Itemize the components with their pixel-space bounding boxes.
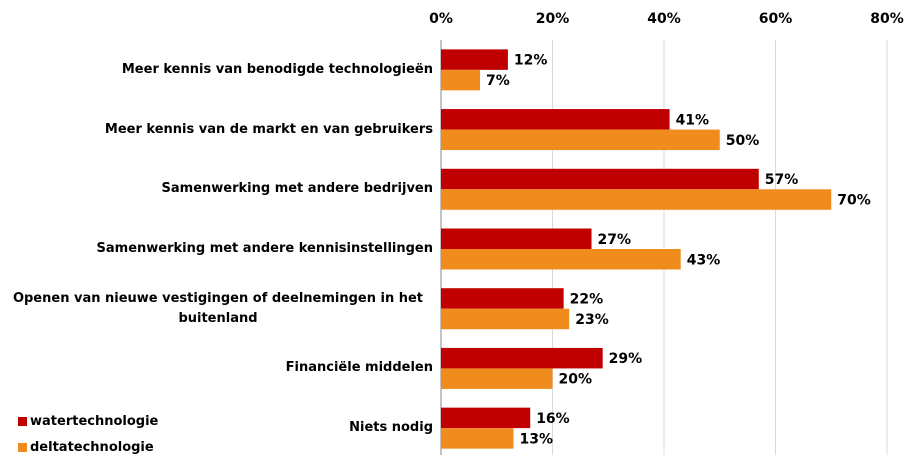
value-label: 70%: [837, 193, 871, 209]
value-label: 23%: [575, 312, 609, 328]
category-label: Niets nodig: [3, 403, 433, 453]
category-text: Meer kennis van benodigde technologieën: [121, 61, 433, 77]
bar: [441, 49, 508, 70]
bar: [441, 189, 832, 210]
value-label: 16%: [536, 411, 570, 427]
legend-entry: deltatechnologie: [18, 440, 154, 455]
x-tick-label: 60%: [759, 11, 793, 27]
value-label: 12%: [514, 53, 548, 69]
legend-text: watertechnologie: [30, 414, 159, 429]
category-text: Samenwerking met andere kennisinstelling…: [96, 241, 433, 256]
bar: [441, 69, 481, 91]
bar: [441, 129, 720, 151]
bar: [441, 368, 553, 389]
bar: [441, 407, 531, 429]
bar: [441, 109, 670, 130]
category-label: Samenwerking met andere bedrijven: [3, 164, 433, 214]
bar: [441, 347, 603, 369]
x-tick-label: 40%: [647, 11, 681, 27]
value-label: 41%: [676, 112, 710, 128]
legend-text: deltatechnologie: [30, 440, 154, 455]
category-text: Openen van nieuwe vestigingen of deelnem…: [12, 290, 424, 326]
category-label: Meer kennis van de markt en van gebruike…: [3, 105, 433, 155]
bar: [441, 249, 681, 270]
category-label: Samenwerking met andere kennisinstelling…: [3, 224, 433, 274]
legend-entry: watertechnologie: [18, 414, 158, 429]
value-label: 43%: [687, 252, 721, 268]
legend-marker: [18, 443, 27, 452]
x-tick-label: 0%: [429, 11, 453, 27]
value-label: 57%: [765, 172, 799, 188]
category-label: Openen van nieuwe vestigingen of deelnem…: [3, 284, 433, 334]
x-tick-label: 80%: [870, 11, 904, 27]
bar: [441, 228, 592, 249]
legend-marker: [18, 417, 27, 426]
category-text: Samenwerking met andere bedrijven: [161, 181, 433, 197]
value-label: 50%: [726, 133, 760, 149]
bar: [441, 168, 759, 190]
x-tick-label: 20%: [536, 11, 570, 27]
value-label: 29%: [609, 351, 643, 367]
value-label: 20%: [559, 372, 593, 388]
value-label: 27%: [598, 232, 632, 248]
value-label: 22%: [570, 291, 604, 307]
category-label: Meer kennis van benodigde technologieën: [3, 45, 433, 95]
bar: [441, 428, 514, 449]
bar: [441, 288, 564, 309]
value-label: 13%: [519, 431, 553, 447]
bar: [441, 308, 570, 330]
category-label: Financiële middelen: [3, 343, 433, 393]
value-label: 7%: [486, 73, 510, 89]
category-text: Meer kennis van de markt en van gebruike…: [104, 121, 433, 137]
category-text: Niets nodig: [349, 420, 433, 436]
category-text: Financiële middelen: [285, 360, 433, 376]
